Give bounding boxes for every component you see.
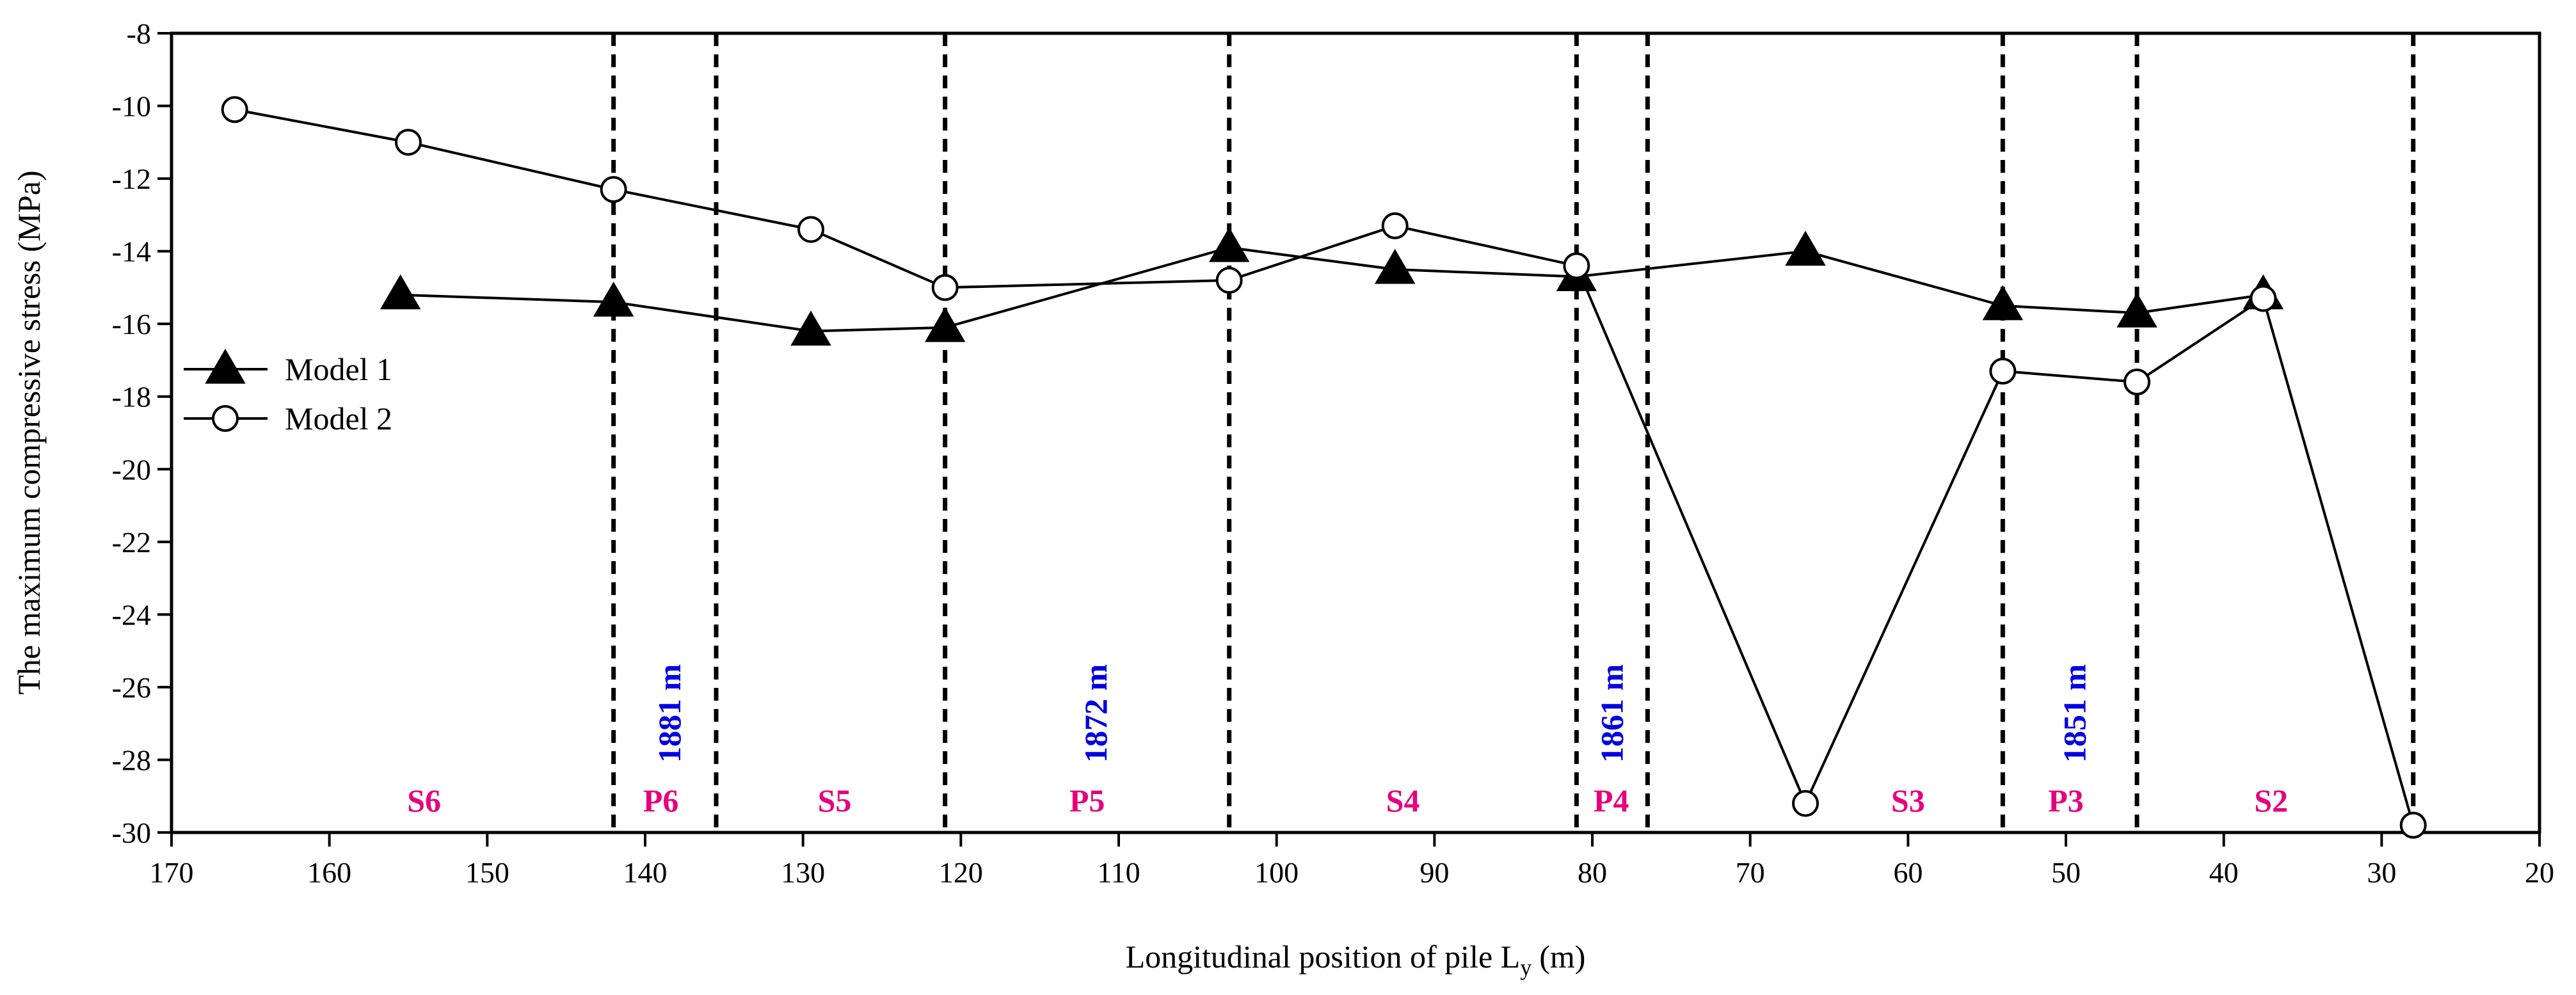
- data-point: [1381, 212, 1409, 239]
- section-label: S2: [2254, 783, 2288, 818]
- x-tick-label: 20: [2525, 856, 2554, 889]
- section-label: S6: [407, 783, 441, 818]
- x-tick-label: 120: [939, 856, 983, 889]
- x-tick-label: 40: [2209, 856, 2239, 889]
- section-label: S5: [818, 783, 852, 818]
- data-point: [2116, 292, 2157, 328]
- legend-label: Model 2: [285, 401, 392, 436]
- section-boundaries: [611, 33, 2416, 832]
- x-tick-label: 110: [1097, 856, 1140, 889]
- x-tick-label: 90: [1420, 856, 1449, 889]
- section-label: S4: [1386, 783, 1420, 818]
- data-point: [395, 129, 422, 156]
- x-tick-label: 160: [307, 856, 351, 889]
- x-tick-label: 130: [781, 856, 825, 889]
- y-tick-label: -18: [112, 381, 151, 413]
- axis-ticks: 170 160 150 140 130 120 110 100 90 80 70 60 50 40 30 20…: [112, 17, 2554, 889]
- y-tick-label: -22: [112, 526, 151, 559]
- legend-marker: [205, 349, 246, 384]
- data-point: [924, 306, 966, 342]
- data-point: [1563, 252, 1590, 280]
- y-tick-label: -30: [112, 816, 151, 849]
- y-tick-label: -28: [112, 744, 151, 776]
- elevation-label: 1861 m: [1594, 664, 1630, 763]
- elevation-labels: 1881 m 1872 m 1861 m 1851 m: [652, 664, 2092, 763]
- legend: Model 1 Model 2: [184, 349, 392, 436]
- section-label: P3: [2048, 783, 2084, 818]
- data-point: [1208, 227, 1250, 262]
- section-labels: S6 P6 S5 P5 S4 P4 S3 P3 S2: [407, 783, 2288, 818]
- data-point: [221, 96, 248, 123]
- section-label: S3: [1891, 783, 1925, 818]
- x-tick-label: 170: [150, 856, 194, 889]
- section-label: P6: [643, 783, 679, 818]
- data-point: [2399, 811, 2427, 839]
- data-point: [1215, 267, 1243, 294]
- data-series: [221, 96, 2427, 839]
- y-tick-label: -20: [112, 453, 151, 486]
- data-point: [790, 310, 831, 346]
- x-axis-title-main: Longitudinal position of pile L: [1126, 939, 1521, 975]
- data-point: [1792, 790, 1819, 817]
- data-point: [1374, 249, 1416, 284]
- data-point: [2250, 285, 2277, 312]
- y-tick-label: -26: [112, 671, 151, 704]
- y-tick-label: -16: [112, 308, 151, 340]
- data-point: [1982, 285, 2024, 321]
- y-tick-label: -24: [112, 598, 151, 631]
- x-tick-label: 30: [2367, 856, 2396, 889]
- data-point: [1785, 230, 1826, 266]
- x-tick-label: 150: [465, 856, 509, 889]
- data-point: [600, 176, 627, 203]
- x-tick-label: 70: [1736, 856, 1765, 889]
- x-tick-label: 80: [1578, 856, 1607, 889]
- y-tick-label: -14: [112, 235, 151, 268]
- x-tick-label: 60: [1893, 856, 1923, 889]
- elevation-label: 1872 m: [1078, 664, 1114, 763]
- elevation-label: 1881 m: [652, 664, 687, 763]
- data-point: [931, 274, 959, 301]
- x-axis-title-unit: (m): [1539, 939, 1585, 975]
- data-point: [797, 216, 824, 243]
- data-point: [2124, 369, 2150, 396]
- y-tick-label: -8: [127, 17, 151, 50]
- y-tick-label: -12: [112, 163, 151, 195]
- y-axis-title: The maximum compressive stress (MPa): [11, 170, 47, 694]
- data-point: [1989, 357, 2017, 385]
- legend-marker: [212, 405, 239, 432]
- data-point: [593, 282, 634, 317]
- x-tick-label: 100: [1254, 856, 1299, 889]
- x-tick-label: 140: [623, 856, 668, 889]
- elevation-label: 1851 m: [2056, 664, 2092, 763]
- legend-label: Model 1: [285, 351, 392, 387]
- section-label: P5: [1069, 783, 1105, 818]
- data-point: [380, 274, 421, 310]
- x-axis-title: Longitudinal position of pile Ly (m): [1126, 939, 1586, 980]
- x-tick-label: 50: [2051, 856, 2081, 889]
- section-label: P4: [1594, 783, 1629, 818]
- x-axis-title-subscript: y: [1520, 955, 1532, 980]
- y-tick-label: -10: [112, 90, 151, 123]
- plot-frame: [170, 31, 2541, 834]
